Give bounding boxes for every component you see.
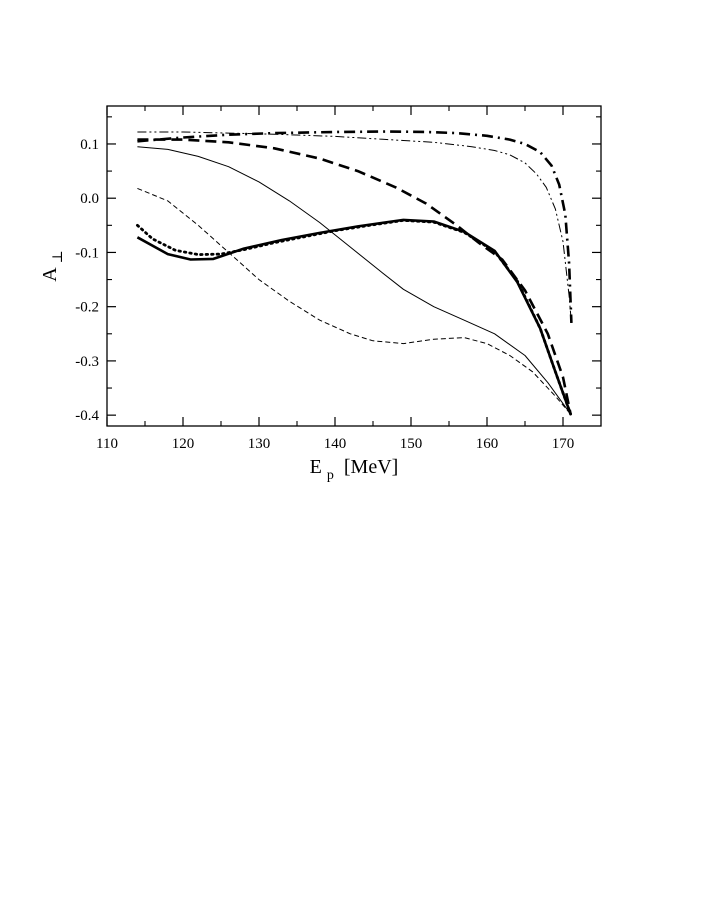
series-line-thick-dotted <box>135 218 572 416</box>
y-axis-title-subscript: ⊥ <box>51 250 66 263</box>
series-line-thick-dashed <box>137 138 572 415</box>
y-tick-label: -0.3 <box>75 354 99 370</box>
x-tick-label: 120 <box>172 436 195 452</box>
x-axis-title: E p [MeV] <box>310 456 399 484</box>
x-axis-title-subscript: p <box>327 468 334 483</box>
series-line-thick-dashdot <box>137 130 573 323</box>
x-tick-label: 160 <box>476 436 499 452</box>
y-axis-title: A ⊥ <box>39 250 66 282</box>
x-tick-label: 140 <box>324 436 347 452</box>
y-tick-label: 0.0 <box>80 191 99 207</box>
series-line-thin-dashdotdot <box>137 131 572 323</box>
series-layer <box>135 130 573 416</box>
y-tick-label: -0.2 <box>75 300 99 316</box>
y-tick-label: 0.1 <box>80 137 99 153</box>
plot-frame <box>106 105 602 427</box>
tick-label-layer: 110 120 130 140 150 160 170 0.1 0.0 -0.1 -0.2 -0.3 -… <box>75 137 574 452</box>
y-tick-label: -0.4 <box>75 408 99 424</box>
x-tick-label: 130 <box>248 436 271 452</box>
x-tick-label: 150 <box>400 436 423 452</box>
y-axis-title-main: A <box>39 267 61 282</box>
series-line-thin-dashed <box>137 187 571 415</box>
x-tick-label: 110 <box>96 436 118 452</box>
x-tick-label: 170 <box>552 436 575 452</box>
y-tick-label: -0.1 <box>75 245 99 261</box>
x-axis-title-unit: [MeV] <box>339 456 398 478</box>
x-axis-title-main: E <box>310 456 322 478</box>
series-line-thin-solid <box>137 146 572 415</box>
tick-layer <box>106 106 601 426</box>
